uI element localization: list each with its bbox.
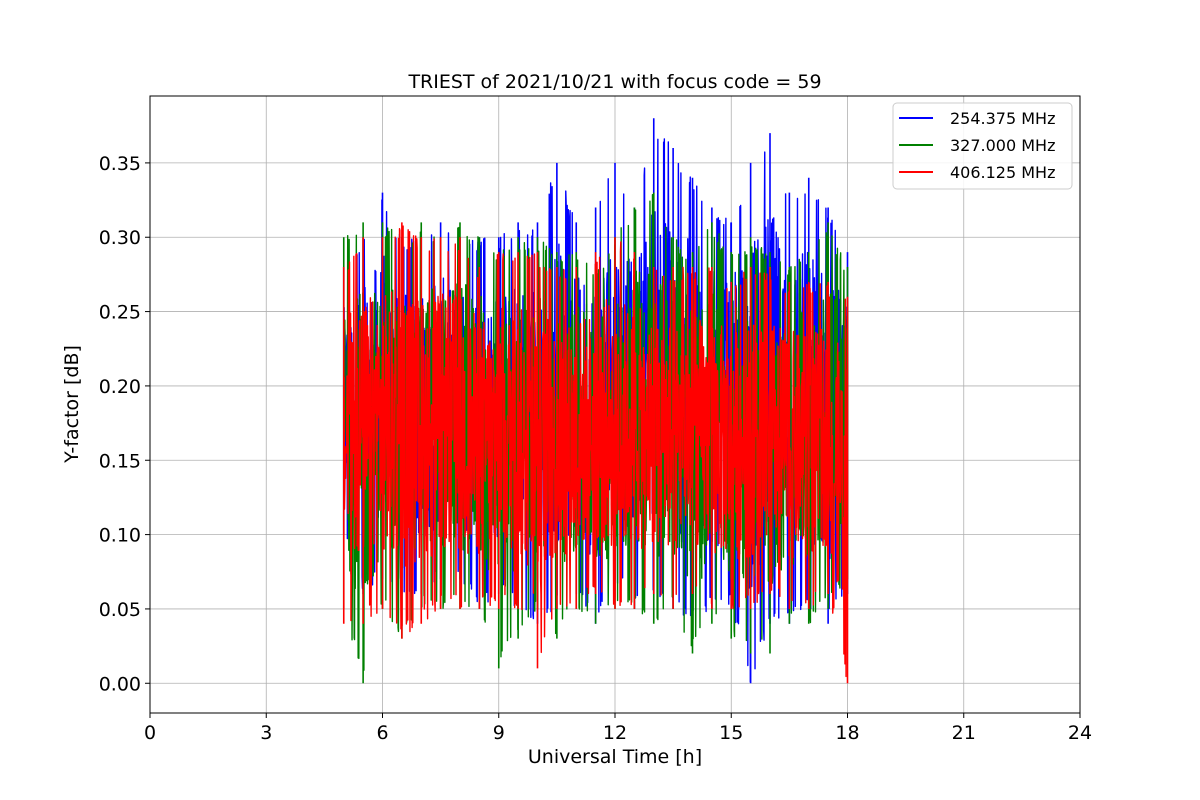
- x-tick-label: 24: [1068, 722, 1092, 744]
- y-tick-label: 0.25: [99, 302, 141, 324]
- y-tick-label: 0.05: [99, 599, 141, 621]
- legend-label: 254.375 MHz: [950, 109, 1055, 128]
- legend-label: 406.125 MHz: [950, 163, 1055, 182]
- data-lines: [342, 118, 849, 684]
- x-tick-label: 12: [603, 722, 627, 744]
- y-tick-label: 0.30: [99, 227, 141, 249]
- legend-label: 327.000 MHz: [950, 136, 1055, 155]
- legend: 254.375 MHz 327.000 MHz 406.125 MHz: [892, 102, 1073, 190]
- legend-box: [892, 102, 1073, 190]
- x-tick-label: 0: [144, 722, 156, 744]
- y-axis-label: Y-factor [dB]: [61, 345, 83, 464]
- x-tick-label: 3: [260, 722, 272, 744]
- y-tick-label: 0.10: [99, 525, 141, 547]
- x-tick-label: 18: [835, 722, 859, 744]
- chart-title: TRIEST of 2021/10/21 with focus code = 5…: [407, 71, 821, 93]
- series-2: [342, 222, 849, 684]
- y-tick-label: 0.35: [99, 153, 141, 175]
- x-tick-label: 9: [493, 722, 505, 744]
- y-tick-label: 0.15: [99, 450, 141, 472]
- x-tick-label: 6: [376, 722, 388, 744]
- ticks: 0 3 6 9 12 15 18 21 24 0.00 0.05 0.10 0.15 0.20 0.25 0.…: [99, 153, 1092, 744]
- y-tick-label: 0.20: [99, 376, 141, 398]
- x-tick-label: 21: [952, 722, 976, 744]
- x-tick-label: 15: [719, 722, 743, 744]
- y-tick-label: 0.00: [99, 673, 141, 695]
- x-axis-label: Universal Time [h]: [528, 746, 702, 768]
